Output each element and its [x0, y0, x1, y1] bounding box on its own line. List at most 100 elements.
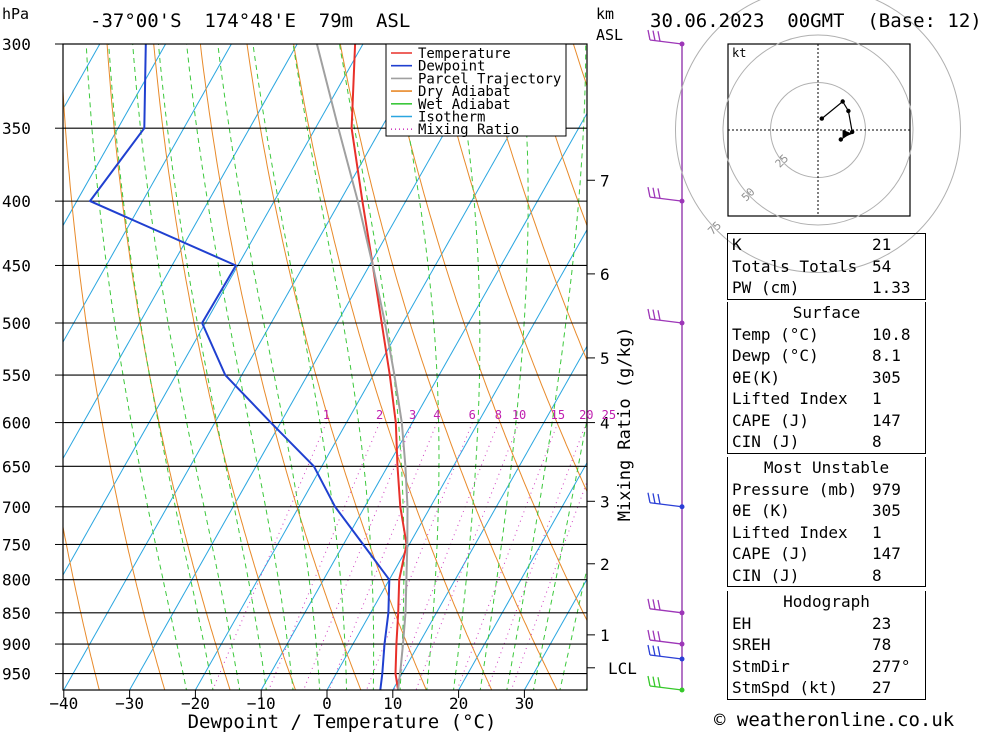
isotherm-line — [392, 345, 587, 690]
surface-row: CAPE (J) 147 — [728, 410, 925, 432]
hodograph-stat-value: 78 — [872, 635, 892, 654]
wind-barb-flag — [652, 30, 656, 41]
location-title: -37°00'S 174°48'E 79m ASL — [90, 10, 411, 32]
legend-label: Parcel Trajectory — [418, 71, 561, 87]
pressure-label: 850 — [2, 604, 31, 623]
surface-row: Lifted Index 1 — [728, 388, 925, 410]
pressure-label: 550 — [2, 366, 31, 385]
mixing-ratio-axis-label: Mixing Ratio (g/kg) — [615, 327, 635, 521]
pressure-label: 600 — [2, 414, 31, 433]
wet-adiabat-line — [186, 44, 294, 690]
legend-label: Isotherm — [418, 110, 485, 126]
storm-motion-marker — [842, 129, 853, 138]
hodograph-point — [840, 99, 845, 104]
isotherm-line — [458, 461, 587, 690]
asl-label: ASL — [596, 26, 624, 44]
temperature-tick-label: 30 — [515, 694, 534, 713]
wet-adiabat-line — [132, 44, 241, 690]
surface-label: Temp (°C) — [732, 324, 819, 344]
wind-barb — [647, 29, 683, 45]
km-tick-label: 2 — [600, 555, 610, 574]
wind-barb — [647, 187, 683, 202]
surface-label: CAPE (J) — [732, 410, 810, 430]
mixing-ratio-label: 4 — [433, 408, 440, 422]
hodograph-box: Hodograph EH 23 SREH 78 StmDir 277° StmSpd (kt… — [727, 591, 926, 700]
wind-barb-flag — [657, 493, 661, 505]
hodograph-frame — [727, 43, 911, 217]
isotherm-line — [63, 44, 232, 344]
most-unstable-row: Pressure (mb) 979 — [728, 479, 925, 501]
mixing-ratio-label: 8 — [495, 408, 502, 422]
km-tick-label: 5 — [600, 349, 610, 368]
index-label: Totals Totals — [732, 256, 858, 276]
mixing-ratio-label: 25 — [602, 408, 616, 422]
isotherm-line — [63, 44, 364, 576]
most-unstable-row: CAPE (J) 147 — [728, 543, 925, 565]
pressure-label: 300 — [2, 35, 31, 54]
dry-adiabat-line — [973, 6, 1000, 701]
most-unstable-row: Lifted Index 1 — [728, 522, 925, 544]
surface-row: Temp (°C) 10.8 — [728, 324, 925, 346]
credit-text: © weatheronline.co.uk — [714, 709, 955, 731]
km-label: km — [596, 5, 615, 23]
wet-adiabat-line — [338, 44, 405, 690]
mixing-ratio-label: 6 — [469, 408, 476, 422]
temperature-tick-label: −20 — [181, 694, 210, 713]
surface-row: CIN (J) 8 — [728, 431, 925, 453]
mixing-ratio-label: 1 — [323, 408, 330, 422]
surface-title: Surface — [792, 303, 861, 322]
mixing-ratio-line — [328, 422, 438, 690]
wind-barb-flag — [657, 188, 661, 199]
wind-barb-flag — [652, 187, 656, 198]
wet-adiabat-line — [157, 44, 267, 690]
most-unstable-label: CIN (J) — [732, 565, 800, 585]
legend-label: Wet Adiabat — [418, 97, 511, 113]
mixing-ratio-label: 3 — [409, 408, 416, 422]
wind-barb-flag — [647, 187, 651, 198]
mixing-ratio-label: 20 — [579, 408, 593, 422]
pressure-unit: hPa — [2, 5, 30, 23]
dry-adiabat-line — [199, 44, 362, 690]
hodograph-stat-label: SREH — [732, 635, 771, 654]
pressure-label: 800 — [2, 571, 31, 590]
surface-value: 8 — [872, 432, 882, 451]
wind-barb-flag — [647, 492, 651, 503]
pressure-label: 500 — [2, 314, 31, 333]
legend-label: Dry Adiabat — [418, 84, 511, 100]
wind-barb — [647, 629, 683, 645]
wind-barb-flag — [657, 646, 661, 657]
wind-profile — [647, 29, 685, 693]
wind-barb-flag — [652, 599, 656, 610]
most-unstable-label: Lifted Index — [732, 522, 848, 542]
pressure-label: 450 — [2, 256, 31, 275]
hodograph-point — [846, 108, 851, 114]
most-unstable-value: 147 — [872, 544, 901, 563]
dry-adiabat-line — [63, 524, 100, 690]
wind-barb-flag — [657, 677, 661, 688]
most-unstable-row: θE (K) 305 — [728, 500, 925, 522]
hodograph-ring — [675, 0, 961, 273]
km-tick-label: 6 — [600, 265, 610, 284]
hodograph-title: Hodograph — [783, 592, 870, 611]
index-value: 54 — [872, 256, 892, 276]
mixing-ratio-labels: 1 2 3 4 6 8 10 15 20 25 — [323, 408, 616, 422]
mixing-ratio-label: 10 — [512, 408, 526, 422]
wind-barb-flag — [647, 675, 651, 687]
dewpoint-line — [89, 44, 391, 690]
index-value: 1.33 — [872, 278, 911, 297]
km-tick-label: 4 — [600, 414, 610, 433]
temperature-tick-label: 20 — [449, 694, 468, 713]
temperature-tick-label: 10 — [383, 694, 402, 713]
hodograph-stat-value: 27 — [872, 678, 892, 697]
temperature-tick-label: −10 — [247, 694, 276, 713]
most-unstable-label: θE (K) — [732, 501, 790, 520]
surface-value: 10.8 — [872, 324, 911, 344]
most-unstable-label: CAPE (J) — [732, 544, 810, 563]
dry-adiabat-line — [63, 82, 166, 690]
hodograph-stat-row: SREH 78 — [728, 634, 925, 656]
most-unstable-value: 305 — [872, 501, 901, 520]
hodograph-stat-value: 23 — [872, 613, 892, 633]
surface-box: Surface Temp (°C) 10.8 Dewp (°C) 8.1 θE(K) 30… — [727, 302, 926, 454]
wet-adiabat-line — [479, 44, 529, 690]
